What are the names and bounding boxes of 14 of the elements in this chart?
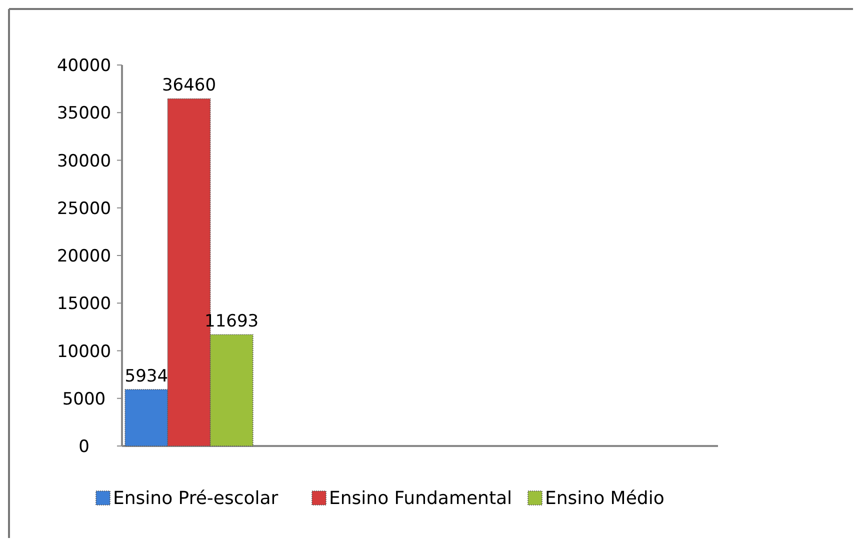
y-tick-label: 30000 (56, 151, 112, 172)
y-tick-label: 5000 (62, 389, 106, 410)
data-label: 5934 (124, 366, 168, 386)
legend-label: Ensino Pré-escolar (113, 488, 279, 509)
data-label: 36460 (162, 76, 216, 96)
y-tick-label: 20000 (56, 246, 112, 266)
y-tick-label: 15000 (56, 294, 112, 314)
legend-label: Ensino Médio (545, 488, 664, 509)
legend-label: Ensino Fundamental (329, 488, 512, 509)
y-tick-label: 0 (78, 437, 90, 457)
y-tick-label: 25000 (56, 198, 112, 219)
y-tick-label: 35000 (56, 104, 112, 124)
y-tick-label: 40000 (56, 56, 112, 76)
y-tick-label: 10000 (56, 342, 112, 362)
